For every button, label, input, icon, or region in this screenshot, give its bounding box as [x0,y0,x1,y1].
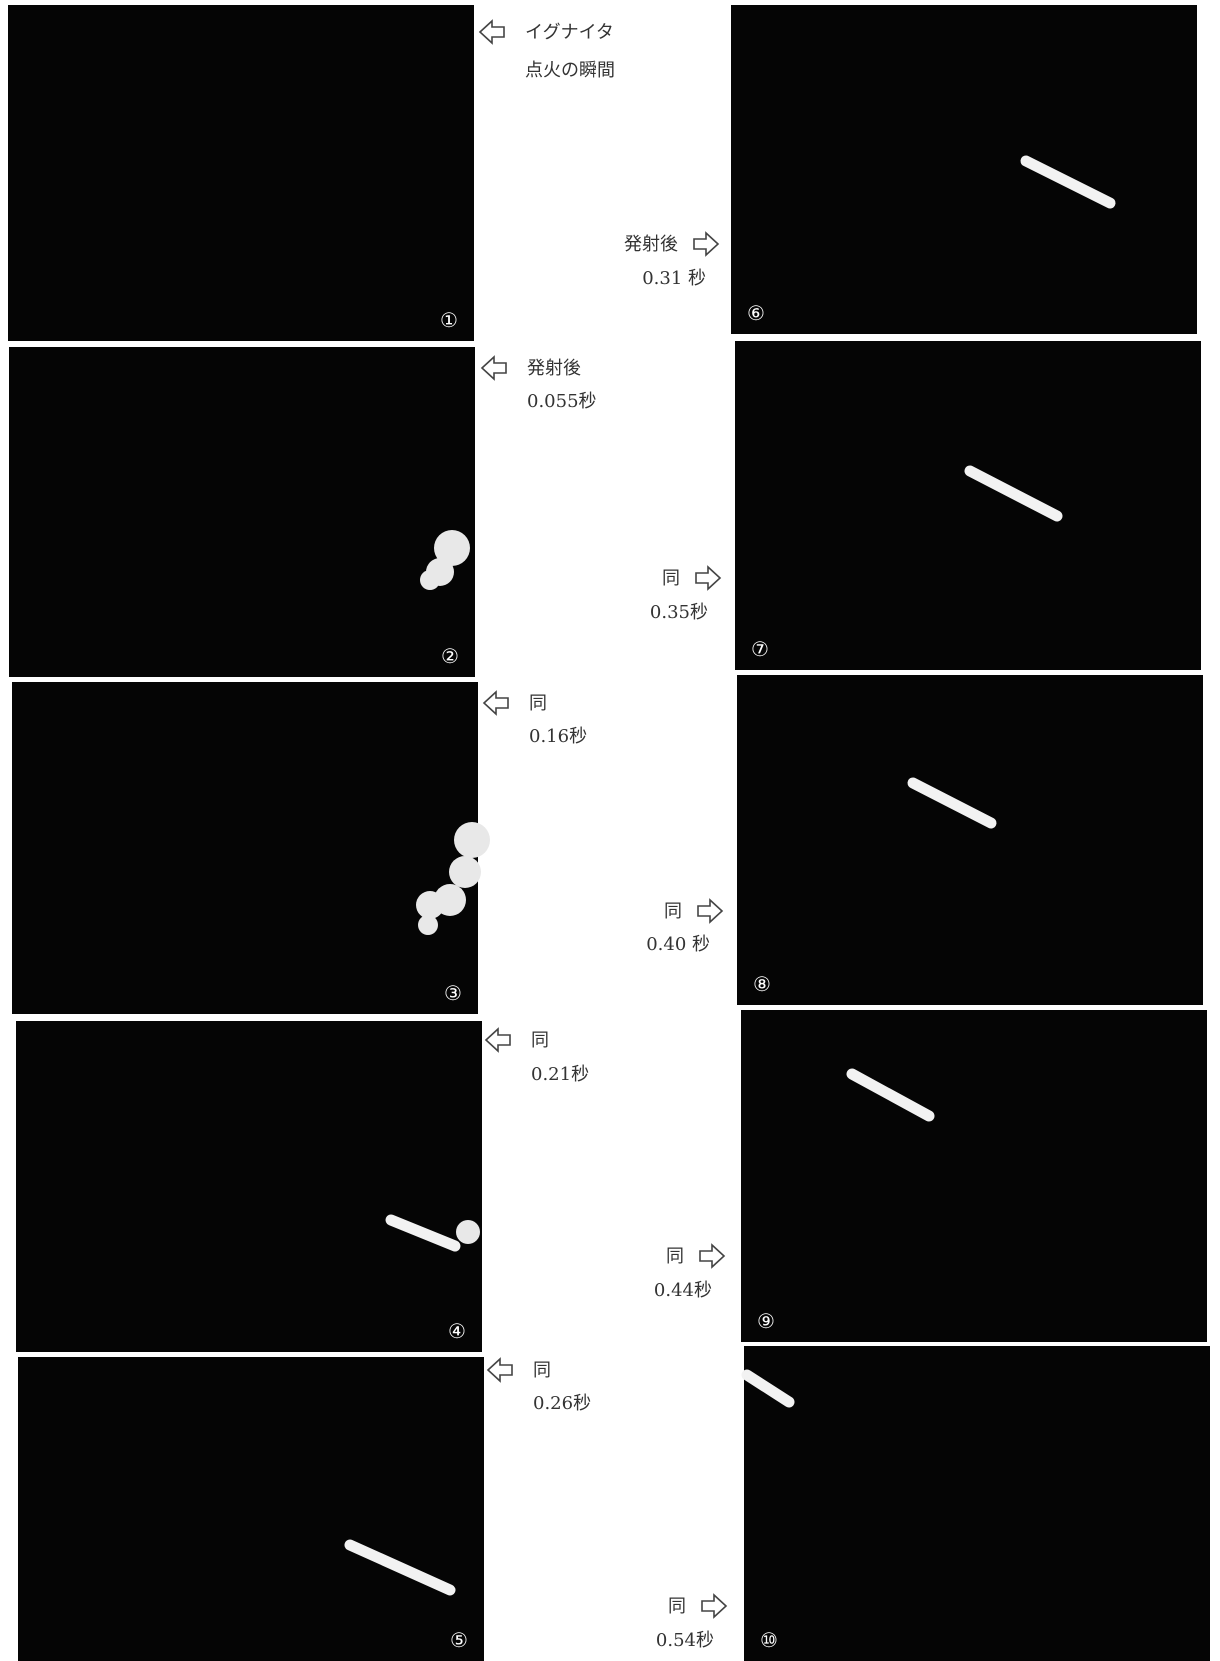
exhaust-cloud [454,822,490,858]
photo-frame [8,5,474,341]
arrow [486,1029,510,1051]
photo-frame [741,1010,1207,1342]
arrow [694,233,718,255]
caption-line: 0.055秒 [527,391,597,412]
frame-number: ② [441,644,459,668]
caption-line: 発射後 [624,234,678,255]
caption-line: 同 [533,1360,551,1381]
arrow [482,357,506,379]
arrow [698,900,722,922]
caption-line: 0.54秒 [656,1630,714,1651]
frame-number: ⑨ [757,1309,775,1333]
caption-line: 0.21秒 [531,1064,589,1085]
caption-line: 同 [529,693,547,714]
caption-line: 0.26秒 [533,1393,591,1414]
exhaust-cloud [418,915,438,935]
frame-number: ③ [444,981,462,1005]
caption-line: 同 [531,1030,549,1051]
photo-frame [731,5,1197,334]
photo-frame [18,1357,484,1661]
caption-line: 点火の瞬間 [525,60,615,81]
photo-frame [744,1346,1210,1661]
frame-number: ④ [448,1319,466,1343]
caption-line: 0.35秒 [650,602,708,623]
photo-frame [12,682,478,1014]
exhaust-cloud [449,856,481,888]
caption-line: 同 [666,1246,684,1267]
caption-line: 0.44秒 [654,1280,712,1301]
frame-number: ⑩ [760,1628,778,1652]
frame-number: ⑤ [450,1628,468,1652]
caption-line: 同 [664,901,682,922]
caption-line: 発射後 [527,358,581,379]
photo-frame [16,1021,482,1352]
arrow [484,692,508,714]
arrow [488,1359,512,1381]
frame-number: ⑦ [751,637,769,661]
photo-frame [735,341,1201,670]
caption-line: 同 [668,1596,686,1617]
caption-line: イグナイタ [525,22,614,43]
caption-line: 0.16秒 [529,726,587,747]
arrow [702,1595,726,1617]
exhaust-cloud [456,1220,480,1244]
caption-line: 0.40 秒 [646,934,710,955]
arrow [696,567,720,589]
photo-page: ① イグナイタ点火の瞬間 ② 発射後 0.055秒 ③ 同 0.16秒 ④ 同 0.21秒 ⑤ 同 0.2… [0,0,1220,1661]
photo-frame [9,347,475,677]
frame-number: ⑥ [747,301,765,325]
frame-number: ⑧ [753,972,771,996]
frame-number: ① [440,308,458,332]
arrow [700,1245,724,1267]
exhaust-cloud [420,570,440,590]
caption-line: 同 [662,568,680,589]
photo-frame [737,675,1203,1005]
arrow [480,21,504,43]
caption-line: 0.31 秒 [642,268,706,289]
exhaust-cloud [416,891,444,919]
